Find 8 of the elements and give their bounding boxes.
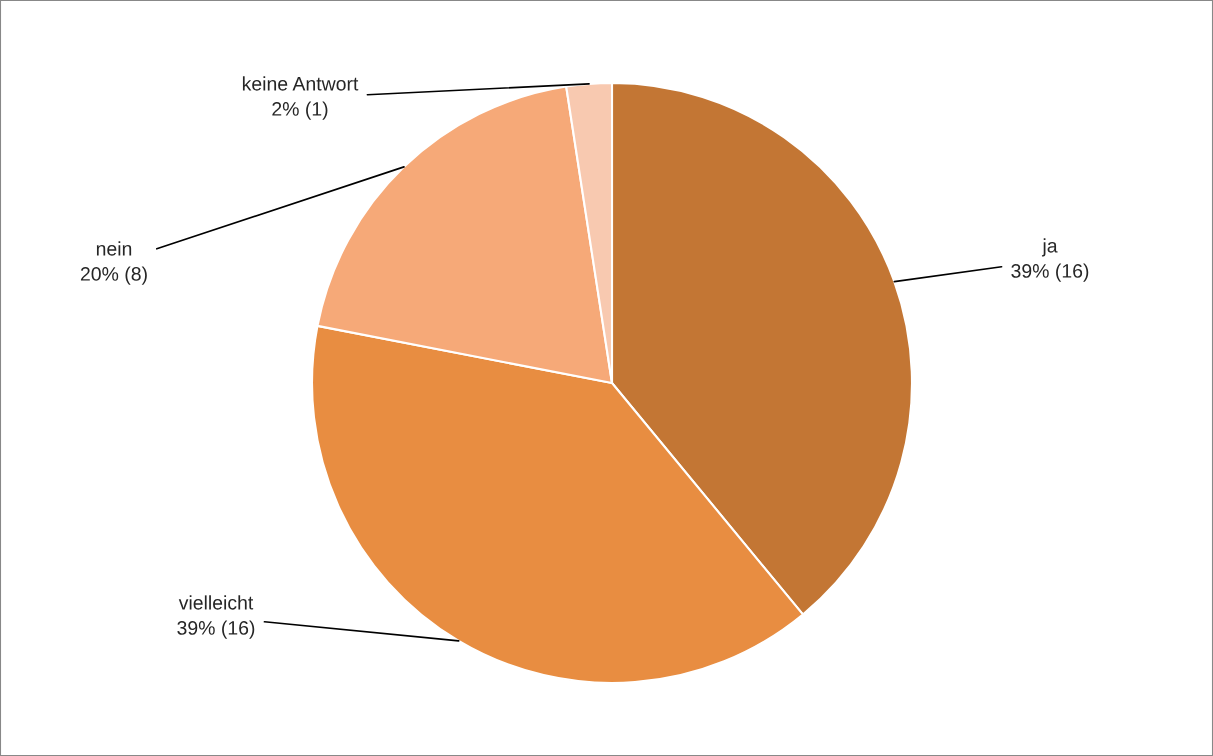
slice-label: vielleicht [178, 595, 254, 610]
slice-label: keine Antwort [242, 76, 359, 91]
slice-label: nein [96, 241, 132, 256]
data-label: 20% (8) [80, 266, 147, 285]
data-label: 2% (1) [272, 101, 328, 120]
data-label: 39% (16) [177, 620, 255, 639]
data-label: 39% (16) [1011, 263, 1089, 282]
slice-label: ja [1041, 238, 1058, 257]
